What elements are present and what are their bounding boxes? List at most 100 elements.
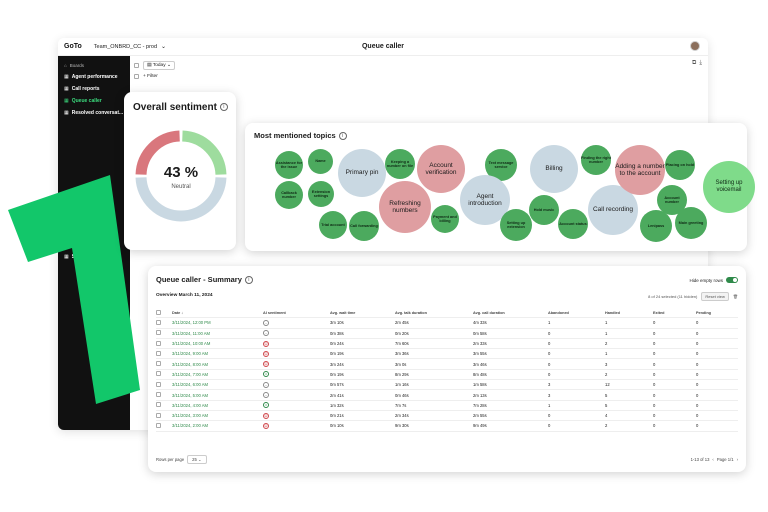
topic-bubble[interactable]: Trial account: [319, 211, 347, 239]
topic-bubble[interactable]: Primary pin: [338, 149, 386, 197]
sidebar-item-queue-caller[interactable]: ▦ Queue caller: [58, 95, 130, 107]
row-date-link[interactable]: 3/11/2024, 10:00 AM: [172, 341, 211, 347]
column-header[interactable]: Pending: [696, 310, 711, 315]
row-date-link[interactable]: 3/11/2024, 3:00 AM: [172, 413, 209, 419]
topic-bubble[interactable]: Hold music: [529, 195, 559, 225]
next-page-button[interactable]: ›: [736, 457, 738, 462]
date-filter-dropdown[interactable]: ▤ Today ⌄: [143, 61, 175, 70]
sidebar-item-resolved-conversations[interactable]: ▦ Resolved conversat...: [58, 107, 130, 119]
topic-bubble[interactable]: Keeping a number on file: [385, 149, 415, 179]
filter-checkbox[interactable]: [134, 74, 139, 79]
row-date-link[interactable]: 3/11/2024, 11:00 AM: [172, 330, 211, 336]
sidebar-item-call-reports[interactable]: ▦ Call reports: [58, 83, 130, 95]
copy-icon[interactable]: ⧉: [692, 60, 697, 66]
select-all-rows-checkbox[interactable]: [156, 309, 161, 315]
sidebar-section-boards[interactable]: ⌂ Boards: [58, 60, 130, 71]
topic-bubble[interactable]: Call forwarding: [349, 211, 379, 241]
hide-empty-toggle[interactable]: [726, 277, 738, 283]
row-date-link[interactable]: 3/11/2024, 2:00 AM: [172, 423, 209, 429]
table-row[interactable]: 3/11/2024, 3:00 AM ☹ 0m 21s 2m 34s 2m 55s 0 4 0…: [156, 411, 738, 422]
column-header[interactable]: Handled: [605, 310, 620, 315]
pagination-page: Page 1/1: [716, 457, 734, 462]
table-cell: 0: [653, 392, 656, 398]
table-row[interactable]: 3/11/2024, 4:00 AM ☺ 1m 32s 7m 7s 7m 28s 1 5 0 0: [156, 401, 738, 411]
column-header[interactable]: Abandoned: [548, 310, 569, 315]
row-date-link[interactable]: 3/11/2024, 4:00 AM: [172, 402, 209, 408]
donut-segment-neutral[interactable]: [135, 176, 227, 222]
column-header[interactable]: Avg. wait time: [330, 310, 356, 315]
summary-table: Date ↓ AI sentiment Avg. wait time Avg. tal…: [156, 308, 738, 432]
row-checkbox[interactable]: [156, 371, 161, 377]
table-cell: 0: [548, 341, 551, 347]
table-row[interactable]: 3/11/2024, 11:00 AM – 0m 38s 0m 20s 0m 58s 0 1…: [156, 329, 738, 339]
sidebar-item-schedule-manager[interactable]: ▦ Schedule manager: [58, 251, 130, 263]
table-row[interactable]: 3/11/2024, 10:00 AM ☹ 0m 24s 7m 60s 2m 33s 0 2…: [156, 339, 738, 350]
avatar[interactable]: [690, 41, 700, 51]
topic-bubble[interactable]: Assistance for the issue: [275, 151, 303, 179]
row-date-link[interactable]: 3/11/2024, 8:00 AM: [172, 361, 209, 367]
row-date-link[interactable]: 3/11/2024, 5:00 AM: [172, 392, 209, 398]
column-header[interactable]: Date ↓: [172, 310, 184, 315]
topic-bubble[interactable]: Extension settings: [308, 181, 334, 207]
column-header[interactable]: Avg. talk duration: [395, 310, 427, 315]
topic-bubble[interactable]: Placing on hold: [665, 150, 695, 180]
row-checkbox[interactable]: [156, 361, 161, 367]
topic-bubble[interactable]: Call recording: [588, 185, 638, 235]
goto-logo[interactable]: GoTo: [64, 43, 82, 50]
sidebar-section-tools[interactable]: ⚒ Tools: [58, 239, 130, 251]
topic-bubble[interactable]: Account verification: [417, 145, 465, 193]
row-date-link[interactable]: 3/11/2024, 9:00 AM: [172, 351, 209, 357]
row-date-link[interactable]: 3/11/2024, 7:00 AM: [172, 371, 209, 377]
donut-segment-positive[interactable]: [181, 130, 227, 176]
table-row[interactable]: 3/11/2024, 6:00 AM – 0m 57s 1m 16s 1m 58s 3 12…: [156, 380, 738, 391]
topic-bubble[interactable]: Setting up extension: [500, 209, 532, 241]
row-checkbox[interactable]: [156, 340, 161, 346]
info-icon[interactable]: i: [338, 132, 347, 141]
row-checkbox[interactable]: [156, 330, 161, 336]
table-cell: 1m 58s: [473, 382, 487, 388]
row-checkbox[interactable]: [156, 412, 161, 418]
download-icon[interactable]: ⤓: [699, 60, 702, 66]
table-row[interactable]: 3/11/2024, 9:00 AM ☹ 0m 19s 3m 36s 3m 55s 0 1 0…: [156, 349, 738, 360]
column-header[interactable]: Exited: [653, 310, 665, 315]
table-row[interactable]: 3/11/2024, 12:00 PM – 3m 10s 2m 45s 4m 33s 1 1…: [156, 318, 738, 329]
row-checkbox-cell: [156, 392, 172, 398]
table-row[interactable]: 3/11/2024, 5:00 AM – 2m 41s 0m 46s 2m 13s 3 5 0…: [156, 390, 738, 401]
row-checkbox[interactable]: [156, 392, 161, 398]
column-header[interactable]: AI sentiment: [263, 310, 286, 315]
donut-segment-negative[interactable]: [135, 130, 181, 176]
row-checkbox[interactable]: [156, 350, 161, 356]
sidebar-item-agent-performance[interactable]: ▦ Agent performance: [58, 71, 130, 83]
row-date-link[interactable]: 3/11/2024, 6:00 AM: [172, 382, 209, 388]
topic-bubble[interactable]: Payment and billing: [431, 205, 459, 233]
topic-bubble[interactable]: Callback number: [275, 181, 303, 209]
topic-bubble[interactable]: Finding the right number: [581, 145, 611, 175]
table-row[interactable]: 3/11/2024, 8:00 AM ☹ 3m 24s 3m 0s 3m 46s 0 3 0 0: [156, 359, 738, 370]
topic-bubble[interactable]: Refreshing numbers: [379, 181, 431, 233]
column-header[interactable]: Avg. call duration: [473, 310, 505, 315]
table-cell: 2m 34s: [395, 413, 409, 419]
table-row[interactable]: 3/11/2024, 2:00 AM ☹ 0m 10s 9m 30s 9m 49s 0 2 0…: [156, 421, 738, 432]
reset-view-button[interactable]: Reset view: [701, 292, 729, 301]
topic-bubble[interactable]: Lenipass: [640, 210, 672, 242]
rows-per-page-select[interactable]: 25 ⌄: [187, 455, 207, 464]
trash-icon[interactable]: 🗑: [732, 294, 738, 299]
row-checkbox[interactable]: [156, 381, 161, 387]
topic-bubble[interactable]: Account status: [558, 209, 588, 239]
row-checkbox[interactable]: [156, 319, 161, 325]
select-all-checkbox[interactable]: [134, 63, 139, 68]
workspace-selector[interactable]: Team_ONBRD_CC - prod ⌄: [94, 43, 166, 50]
topic-bubble[interactable]: Billing: [530, 145, 578, 193]
topic-bubble[interactable]: Setting up voicemail: [703, 161, 755, 213]
prev-page-button[interactable]: ‹: [712, 457, 714, 462]
filter-button[interactable]: + Filter: [143, 74, 158, 79]
topic-bubble[interactable]: Adding a number to the account: [615, 145, 665, 195]
info-icon[interactable]: i: [244, 276, 253, 285]
topic-bubble[interactable]: Name: [308, 149, 333, 174]
row-checkbox[interactable]: [156, 422, 161, 428]
row-checkbox[interactable]: [156, 402, 161, 408]
topic-bubble[interactable]: Main greeting: [675, 207, 707, 239]
table-row[interactable]: 3/11/2024, 7:00 AM ☺ 0m 19s 8m 29s 8m 48s 0 2 0…: [156, 370, 738, 381]
info-icon[interactable]: i: [219, 103, 228, 112]
row-date-link[interactable]: 3/11/2024, 12:00 PM: [172, 320, 211, 326]
